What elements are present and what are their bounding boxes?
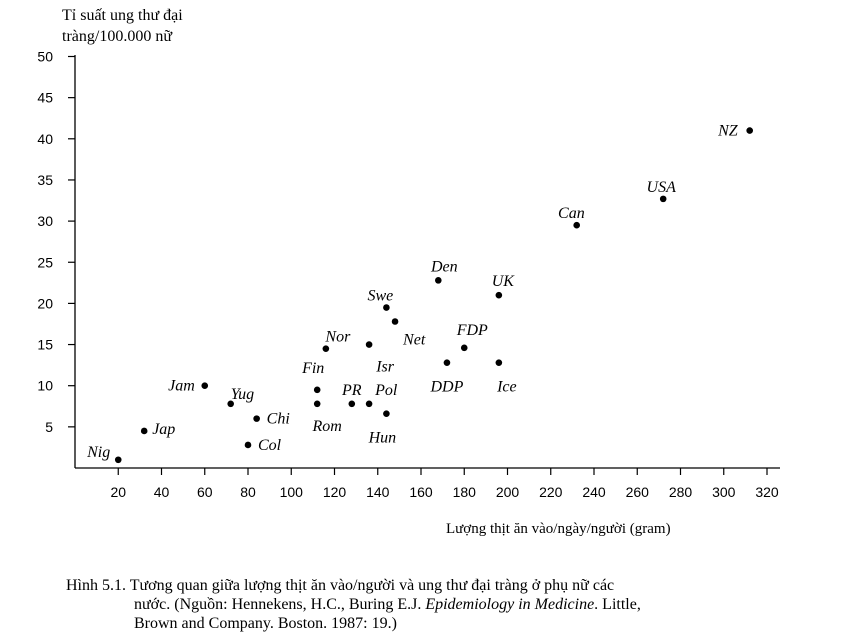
y-ticks: 5 10 15 20 25 30 35 40 45 50 — [37, 49, 75, 435]
data-point — [253, 415, 260, 422]
data-point — [383, 304, 390, 311]
data-point-label: Net — [402, 332, 426, 349]
caption-book-title: Epidemiology in Medicine — [425, 596, 595, 613]
data-point-label: Fin — [301, 360, 324, 377]
x-tick-label: 240 — [582, 484, 606, 500]
x-tick-label: 100 — [280, 484, 304, 500]
data-point-label: Rom — [312, 418, 342, 435]
y-tick-label: 10 — [37, 378, 53, 394]
x-tick-label: 20 — [110, 484, 126, 500]
data-point — [435, 277, 442, 284]
x-axis-title: Lượng thịt ăn vào/ngày/người (gram) — [446, 521, 671, 537]
x-tick-label: 320 — [755, 484, 779, 500]
data-point-label: Pol — [374, 382, 398, 399]
data-point-label: Col — [258, 437, 282, 454]
data-point-label: Nig — [86, 444, 110, 461]
x-tick-label: 160 — [409, 484, 433, 500]
x-tick-label: 60 — [197, 484, 213, 500]
x-tick-label: 220 — [539, 484, 563, 500]
x-ticks: 20 40 60 80 100 120 140 160 180 200 220 240 260 280 30… — [110, 468, 779, 500]
x-tick-label: 300 — [712, 484, 736, 500]
data-point-label: Jam — [168, 378, 195, 395]
y-axis-title-line-1: Tỉ suất ung thư đại — [62, 7, 183, 24]
data-point — [322, 345, 330, 352]
x-tick-label: 200 — [496, 484, 520, 500]
y-tick-label: 40 — [37, 131, 53, 147]
y-tick-label: 20 — [37, 295, 53, 311]
caption-line-3: Brown and Company. Boston. 1987: 19.) — [134, 615, 397, 632]
data-point — [443, 359, 451, 366]
data-point-label: Isr — [375, 359, 395, 376]
x-tick-label: 140 — [366, 484, 390, 500]
x-tick-label: 120 — [323, 484, 347, 500]
data-point — [746, 127, 753, 134]
figure-caption: Hình 5.1. Tương quan giữa lượng thịt ăn … — [66, 576, 806, 633]
data-point-label: Ice — [496, 379, 517, 396]
data-point — [659, 195, 667, 203]
data-point — [391, 318, 399, 325]
data-point-label: UK — [492, 273, 516, 290]
data-point-label: Hun — [368, 430, 397, 447]
data-point-label: NZ — [717, 123, 739, 140]
data-point-label: DDP — [430, 379, 464, 396]
caption-line-2-start: nước. (Nguồn: Hennekens, H.C., Buring E.… — [134, 596, 426, 613]
data-point — [495, 291, 503, 299]
data-points: Nig Jap Jam Yug Chi Col Fin Rom PR Pol Hun Nor Isr Sw… — [86, 123, 753, 464]
data-point — [140, 427, 148, 435]
y-tick-label: 30 — [37, 213, 53, 229]
y-tick-label: 15 — [37, 337, 53, 353]
data-point — [573, 221, 580, 229]
scatter-chart: Tỉ suất ung thư đại tràng/100.000 nữ 5 10… — [37, 7, 780, 537]
data-point — [313, 386, 321, 394]
data-point-label: USA — [647, 179, 677, 196]
data-point-label: FDP — [456, 322, 488, 339]
x-tick-label: 80 — [240, 484, 256, 500]
data-point-label: Chi — [267, 411, 290, 428]
data-point-label: Den — [430, 258, 458, 275]
data-point-label: Jap — [152, 421, 175, 438]
caption-line-1: Hình 5.1. Tương quan giữa lượng thịt ăn … — [66, 577, 615, 594]
x-tick-label: 260 — [626, 484, 650, 500]
data-point-label: Yug — [231, 386, 254, 403]
y-tick-label: 50 — [37, 49, 53, 65]
data-point-label: Swe — [368, 288, 394, 305]
data-point-label: Can — [558, 205, 585, 222]
y-tick-label: 45 — [37, 90, 53, 106]
data-point — [348, 400, 356, 408]
x-tick-label: 280 — [669, 484, 693, 500]
y-axis-title-line-2: tràng/100.000 nữ — [62, 28, 173, 45]
data-point — [114, 456, 122, 464]
data-point — [365, 400, 373, 408]
data-point — [244, 441, 252, 449]
data-point-label: Nor — [324, 329, 351, 346]
data-point — [227, 400, 234, 408]
x-tick-label: 180 — [453, 484, 477, 500]
data-point — [383, 410, 390, 417]
y-tick-label: 5 — [45, 419, 53, 435]
y-tick-label: 35 — [37, 172, 53, 188]
x-tick-label: 40 — [154, 484, 170, 500]
caption-line-2-end: . Little, — [594, 596, 641, 613]
data-point — [495, 359, 503, 366]
data-point — [313, 400, 321, 408]
data-point — [460, 344, 468, 352]
data-point — [201, 382, 209, 390]
caption-line-2: nước. (Nguồn: Hennekens, H.C., Buring E.… — [66, 595, 806, 614]
data-point-label: PR — [341, 382, 362, 399]
y-tick-label: 25 — [37, 254, 53, 270]
data-point — [365, 341, 373, 348]
